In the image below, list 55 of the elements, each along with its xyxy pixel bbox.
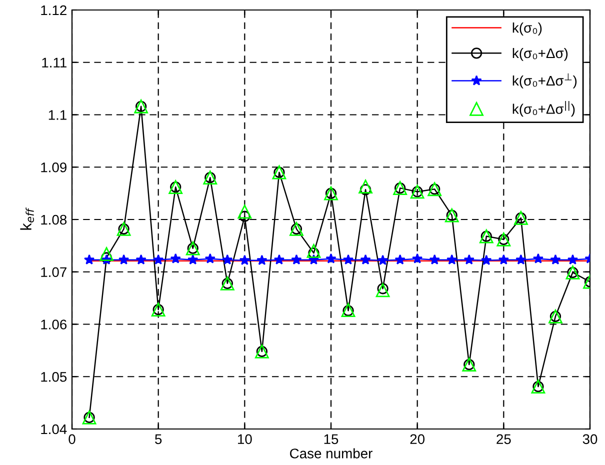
point [567,254,578,264]
point [446,254,458,264]
x-tick-label: 15 [324,434,338,444]
x-tick-label: 30 [582,434,598,444]
point [412,253,423,264]
y-tick-label: 1.05 [41,372,67,382]
y-tick-label: 1.06 [41,320,67,330]
x-tick-label: 0 [68,434,76,444]
legend-label: k(σ₀+Δσ) [512,48,568,61]
x-tick-label: 25 [496,434,511,444]
y-tick-label: 1.1 [48,110,66,120]
x-axis-title: Case number [290,448,372,458]
point [360,254,371,264]
point [118,254,130,264]
point [377,254,388,265]
point [464,254,474,264]
y-tick-label: 1.09 [41,162,66,172]
point [516,254,526,264]
point [360,184,372,196]
x-tick-label: 5 [155,434,162,444]
point [481,254,492,265]
x-tick-label: 20 [410,434,425,444]
point [274,254,285,264]
point [376,283,390,298]
legend-label: k(σ₀+Δσ$^{||}$) [512,101,575,117]
point [550,254,561,264]
point [188,254,198,264]
y-tick-label: 1.08 [41,214,67,225]
point [326,253,336,264]
point [342,254,354,264]
point [306,244,321,258]
y-tick-label: 1.04 [41,424,67,434]
point [532,253,544,264]
point [498,254,509,264]
point [358,180,372,194]
legend-label: k(σ₀+Δσ$^{⊥}$) [512,73,577,88]
point [394,254,406,264]
point [291,254,302,264]
point [222,254,233,264]
point [256,254,268,265]
point [238,204,252,219]
legend-label: k(σ₀) [512,22,542,36]
x-tick-label: 10 [238,434,252,444]
y-tick-label: 1.11 [42,58,66,68]
y-axis-title: k$_{eff}$ [20,207,34,230]
point [239,254,250,265]
point [84,254,95,264]
point [204,253,216,264]
point [429,254,440,264]
y-tick-label: 1.12 [41,5,66,16]
point [170,253,181,264]
point [100,247,114,262]
y-tick-label: 1.07 [41,267,66,278]
point [153,254,164,264]
point [136,254,146,264]
